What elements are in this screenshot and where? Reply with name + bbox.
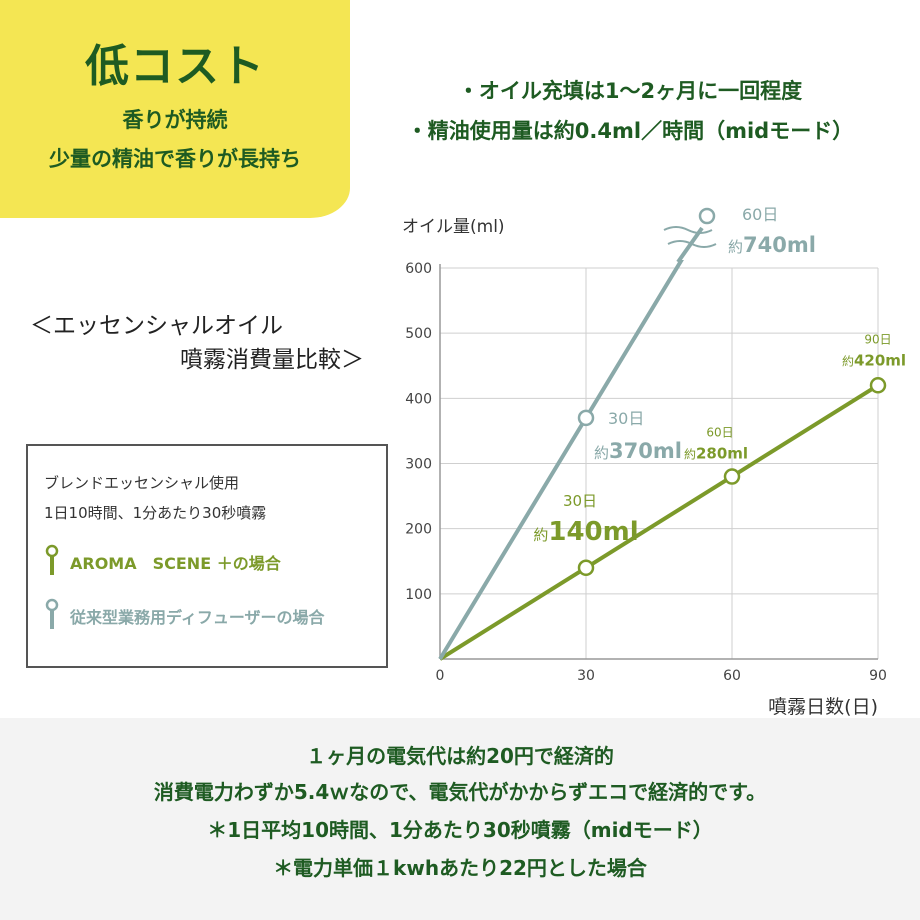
x-tick-label: 0 (436, 668, 445, 684)
y-axis-label: オイル量(ml) (402, 217, 505, 237)
chart-heading-line2: 噴霧消費量比較＞ (180, 347, 364, 373)
data-point-aroma-scene (723, 468, 741, 485)
footer-description: 消費電力わずか5.4ｗなので、電気代がかからずエコで経済的です。 (153, 780, 767, 804)
data-label-day: 30日 (563, 492, 597, 510)
legend-item-conventional: 従来型業務用ディフューザーの場合 (44, 598, 384, 629)
data-point-conventional (698, 207, 716, 225)
y-tick-label: 200 (405, 522, 432, 538)
data-point-aroma-scene (577, 559, 595, 577)
data-label-value: 約420ml (842, 351, 906, 369)
badge-subtitle: 香りが持続 (122, 108, 228, 132)
note-usage: ・精油使用量は約0.4ml／時間（midモード） (406, 119, 854, 143)
footer-note-1: ＊1日平均10時間、1分あたり30秒噴霧（midモード） (207, 818, 713, 842)
y-tick-label: 600 (405, 261, 432, 277)
data-label-value: 約370ml (594, 439, 682, 463)
pin-icon (45, 598, 59, 629)
legend-label-conventional: 従来型業務用ディフューザーの場合 (70, 608, 325, 627)
legend-condition-1: ブレンドエッセンシャル使用 (44, 474, 240, 492)
data-label-day: 90日 (864, 332, 891, 346)
x-tick-label: 30 (577, 668, 595, 684)
footer-panel: １ヶ月の電気代は約20円で経済的 消費電力わずか5.4ｗなので、電気代がかからず… (0, 718, 920, 920)
x-tick-label: 90 (869, 668, 887, 684)
y-tick-label: 400 (405, 391, 432, 407)
note-refill: ・オイル充填は1〜2ヶ月に一回程度 (457, 79, 803, 103)
legend-label-aroma-scene: AROMA SCENE ＋の場合 (70, 554, 281, 573)
badge-description: 少量の精油で香りが長持ち (49, 147, 301, 171)
axis-break-mark (663, 226, 713, 234)
y-tick-label: 300 (405, 457, 432, 473)
pin-icon (45, 544, 59, 575)
data-label-day: 30日 (608, 409, 644, 428)
legend-item-aroma-scene: AROMA SCENE ＋の場合 (44, 544, 384, 575)
y-tick-label: 100 (405, 587, 432, 603)
data-label-value: 約740ml (728, 233, 816, 257)
data-label-value: 約140ml (533, 517, 638, 547)
badge-title: 低コスト (85, 41, 265, 92)
cost-badge: 低コスト 香りが持続 少量の精油で香りが長持ち (0, 0, 350, 218)
x-axis-label: 噴霧日数(日) (768, 696, 878, 718)
series-line-0 (438, 383, 880, 661)
chart-heading-line1: ＜エッセンシャルオイル (30, 313, 283, 339)
data-point-aroma-scene (869, 377, 887, 394)
footer-headline: １ヶ月の電気代は約20円で経済的 (306, 744, 614, 768)
line-chart: 100 200 300 400 500 600 0 30 60 90 オイル量(ml) 噴霧日数(日)… (402, 205, 906, 718)
footer-note-2: ＊電力単価１kwhあたり22円とした場合 (273, 856, 647, 880)
series-line-1-extension (676, 226, 704, 264)
data-label-day: 60日 (706, 426, 733, 440)
legend-box: ブレンドエッセンシャル使用 1日10時間、1分あたり30秒噴霧 AROMA SC… (26, 444, 388, 668)
legend-condition-2: 1日10時間、1分あたり30秒噴霧 (44, 504, 267, 522)
y-tick-label: 500 (405, 326, 432, 342)
data-point-conventional (577, 409, 595, 427)
data-label-day: 60日 (742, 205, 778, 224)
data-label-value: 約280ml (684, 445, 748, 463)
x-tick-label: 60 (723, 668, 741, 684)
